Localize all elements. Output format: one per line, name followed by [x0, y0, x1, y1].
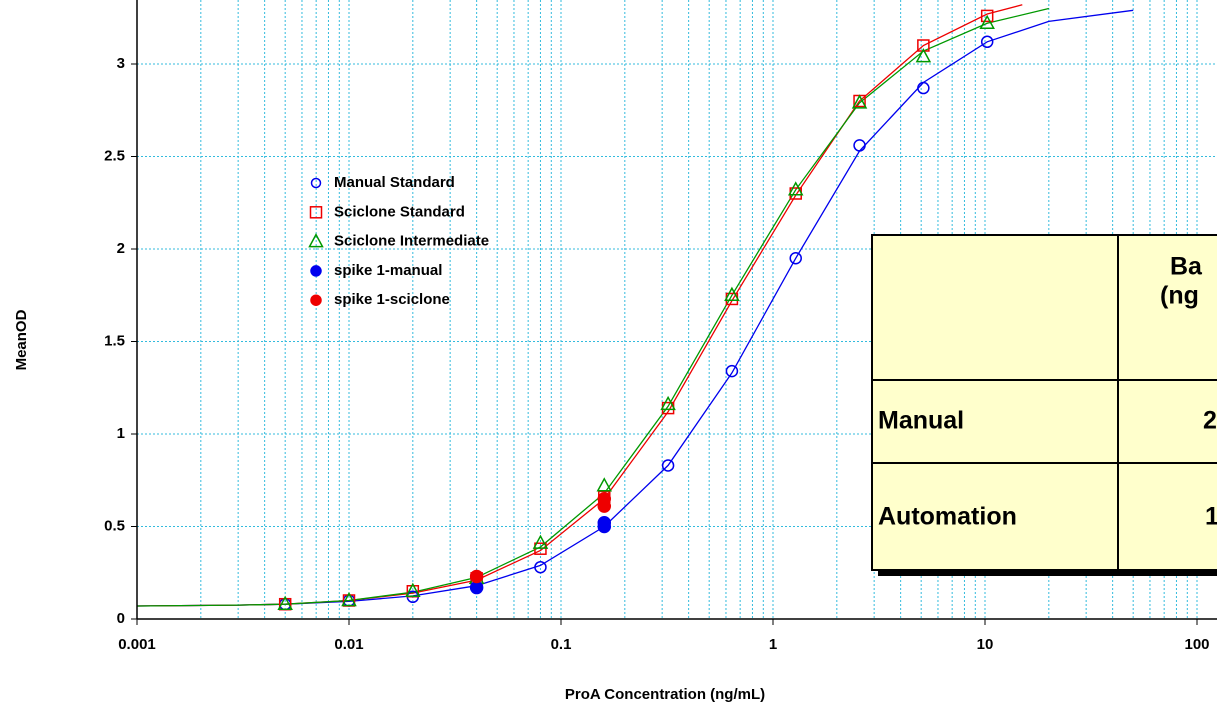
legend-marker — [310, 294, 322, 306]
marker — [725, 364, 739, 378]
marker — [851, 94, 868, 109]
marker — [405, 582, 421, 597]
y-tick-label: 1.5 — [104, 332, 125, 349]
legend-label: Sciclone Intermediate — [334, 233, 489, 250]
table: Ba (ng Manual 2 Automation 1 — [871, 234, 1217, 576]
x-tick-label: 10 — [977, 636, 994, 653]
x-tick-label: 100 — [1184, 636, 1209, 653]
marker — [789, 252, 802, 265]
marker — [597, 516, 612, 530]
legend-marker — [308, 233, 324, 248]
legend-label: spike 1-sciclone — [334, 291, 450, 308]
marker — [979, 14, 995, 30]
marker — [917, 81, 930, 95]
x-tick-label: 0.01 — [334, 636, 363, 653]
y-tick-label: 1 — [117, 425, 125, 442]
marker — [661, 459, 675, 472]
marker — [980, 9, 994, 23]
table-cell: Automation — [878, 503, 1017, 531]
table-cell: Manual — [878, 407, 964, 435]
marker — [532, 534, 549, 549]
x-tick-label: 0.1 — [551, 636, 572, 653]
marker — [915, 48, 932, 63]
y-tick-label: 3 — [117, 55, 125, 72]
plot-area — [137, 4, 1134, 611]
legend-marker — [310, 265, 322, 277]
y-tick-label: 0 — [117, 610, 125, 627]
table-body — [871, 234, 1217, 571]
marker — [724, 286, 740, 301]
marker — [787, 181, 804, 196]
table-header: Ba — [1170, 253, 1203, 281]
marker — [980, 35, 994, 49]
legend-label: Manual Standard — [334, 174, 455, 191]
marker — [853, 139, 866, 152]
marker — [469, 569, 484, 584]
legend-marker — [309, 206, 323, 219]
x-axis-label: ProA Concentration (ng/mL) — [565, 686, 765, 703]
marker — [341, 591, 357, 607]
marker — [469, 580, 484, 595]
marker — [660, 395, 676, 411]
marker — [534, 560, 547, 574]
marker — [277, 595, 293, 610]
y-tick-label: 0.5 — [104, 517, 125, 534]
marker — [597, 492, 612, 506]
y-axis-label: MeanOD — [13, 309, 30, 370]
table-cell: 2 — [1203, 407, 1217, 435]
y-tick-label: 2.5 — [104, 147, 125, 164]
table-header: (ng — [1160, 282, 1199, 310]
legend: Manual Standard Sciclone Standard Sciclone… — [308, 174, 489, 308]
x-tick-label: 0.001 — [118, 636, 156, 653]
legend-marker — [310, 177, 322, 189]
legend-label: Sciclone Standard — [334, 203, 465, 220]
table-cell: 1 — [1205, 503, 1217, 531]
x-tick-label: 1 — [769, 636, 777, 653]
marker — [596, 477, 613, 492]
y-tick-label: 2 — [117, 240, 125, 257]
legend-label: spike 1-manual — [334, 262, 442, 279]
